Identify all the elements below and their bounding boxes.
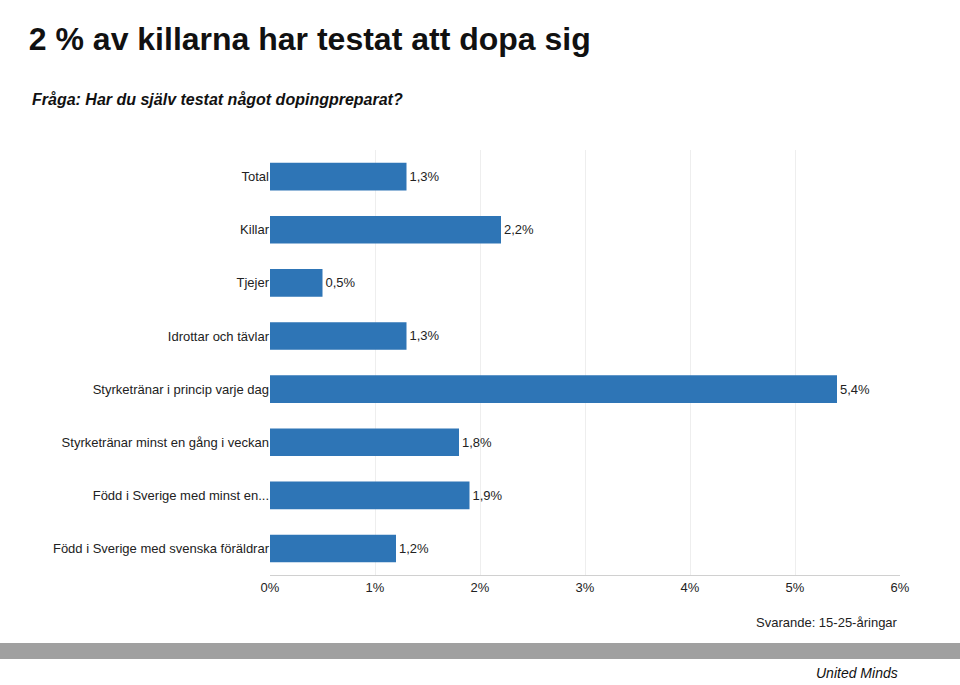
svg-text:Fråga: Har du själv testat någ: Fråga: Har du själv testat något dopingp… bbox=[32, 91, 403, 108]
svg-text:1,8%: 1,8% bbox=[462, 435, 492, 450]
svg-text:Styrketränar i princip varje d: Styrketränar i princip varje dag bbox=[93, 382, 269, 397]
svg-text:4%: 4% bbox=[681, 580, 700, 595]
svg-text:1,3%: 1,3% bbox=[410, 169, 440, 184]
svg-text:Svarande: 15-25-åringar: Svarande: 15-25-åringar bbox=[756, 615, 898, 630]
svg-text:Född i Sverige med svenska för: Född i Sverige med svenska föräldrar bbox=[53, 541, 270, 556]
svg-text:5%: 5% bbox=[786, 580, 805, 595]
svg-text:Styrketränar minst en gång i v: Styrketränar minst en gång i veckan bbox=[62, 435, 269, 450]
svg-text:1,2%: 1,2% bbox=[399, 541, 429, 556]
svg-text:Killar: Killar bbox=[240, 222, 270, 237]
svg-text:5,4%: 5,4% bbox=[840, 382, 870, 397]
svg-text:0,5%: 0,5% bbox=[326, 275, 356, 290]
svg-text:6%: 6% bbox=[891, 580, 910, 595]
svg-text:0%: 0% bbox=[261, 580, 280, 595]
svg-text:United Minds: United Minds bbox=[816, 665, 898, 681]
svg-text:Tjejer: Tjejer bbox=[236, 275, 269, 290]
svg-text:3%: 3% bbox=[576, 580, 595, 595]
svg-text:Född i Sverige med minst en...: Född i Sverige med minst en... bbox=[93, 488, 269, 503]
svg-text:1%: 1% bbox=[366, 580, 385, 595]
svg-text:1,9%: 1,9% bbox=[473, 488, 503, 503]
svg-text:1,3%: 1,3% bbox=[410, 328, 440, 343]
svg-text:Idrottar och tävlar: Idrottar och tävlar bbox=[168, 328, 270, 343]
svg-text:2,2%: 2,2% bbox=[504, 222, 534, 237]
svg-text:2%: 2% bbox=[471, 580, 490, 595]
svg-text:Total: Total bbox=[242, 169, 270, 184]
svg-text:2 % av killarna har testat att: 2 % av killarna har testat att dopa sig bbox=[29, 21, 591, 57]
